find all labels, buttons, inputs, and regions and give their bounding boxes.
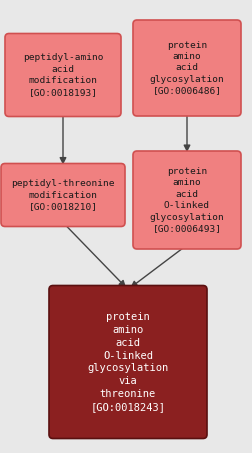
Text: peptidyl-amino
acid
modification
[GO:0018193]: peptidyl-amino acid modification [GO:001… (23, 53, 103, 96)
FancyBboxPatch shape (133, 151, 240, 249)
Text: protein
amino
acid
O-linked
glycosylation
[GO:0006493]: protein amino acid O-linked glycosylatio… (149, 167, 224, 233)
FancyBboxPatch shape (1, 164, 124, 226)
FancyBboxPatch shape (49, 285, 206, 439)
FancyBboxPatch shape (133, 20, 240, 116)
Text: protein
amino
acid
glycosylation
[GO:0006486]: protein amino acid glycosylation [GO:000… (149, 41, 224, 96)
Text: peptidyl-threonine
modification
[GO:0018210]: peptidyl-threonine modification [GO:0018… (11, 179, 114, 211)
FancyBboxPatch shape (5, 34, 120, 116)
Text: protein
amino
acid
O-linked
glycosylation
via
threonine
[GO:0018243]: protein amino acid O-linked glycosylatio… (87, 312, 168, 412)
